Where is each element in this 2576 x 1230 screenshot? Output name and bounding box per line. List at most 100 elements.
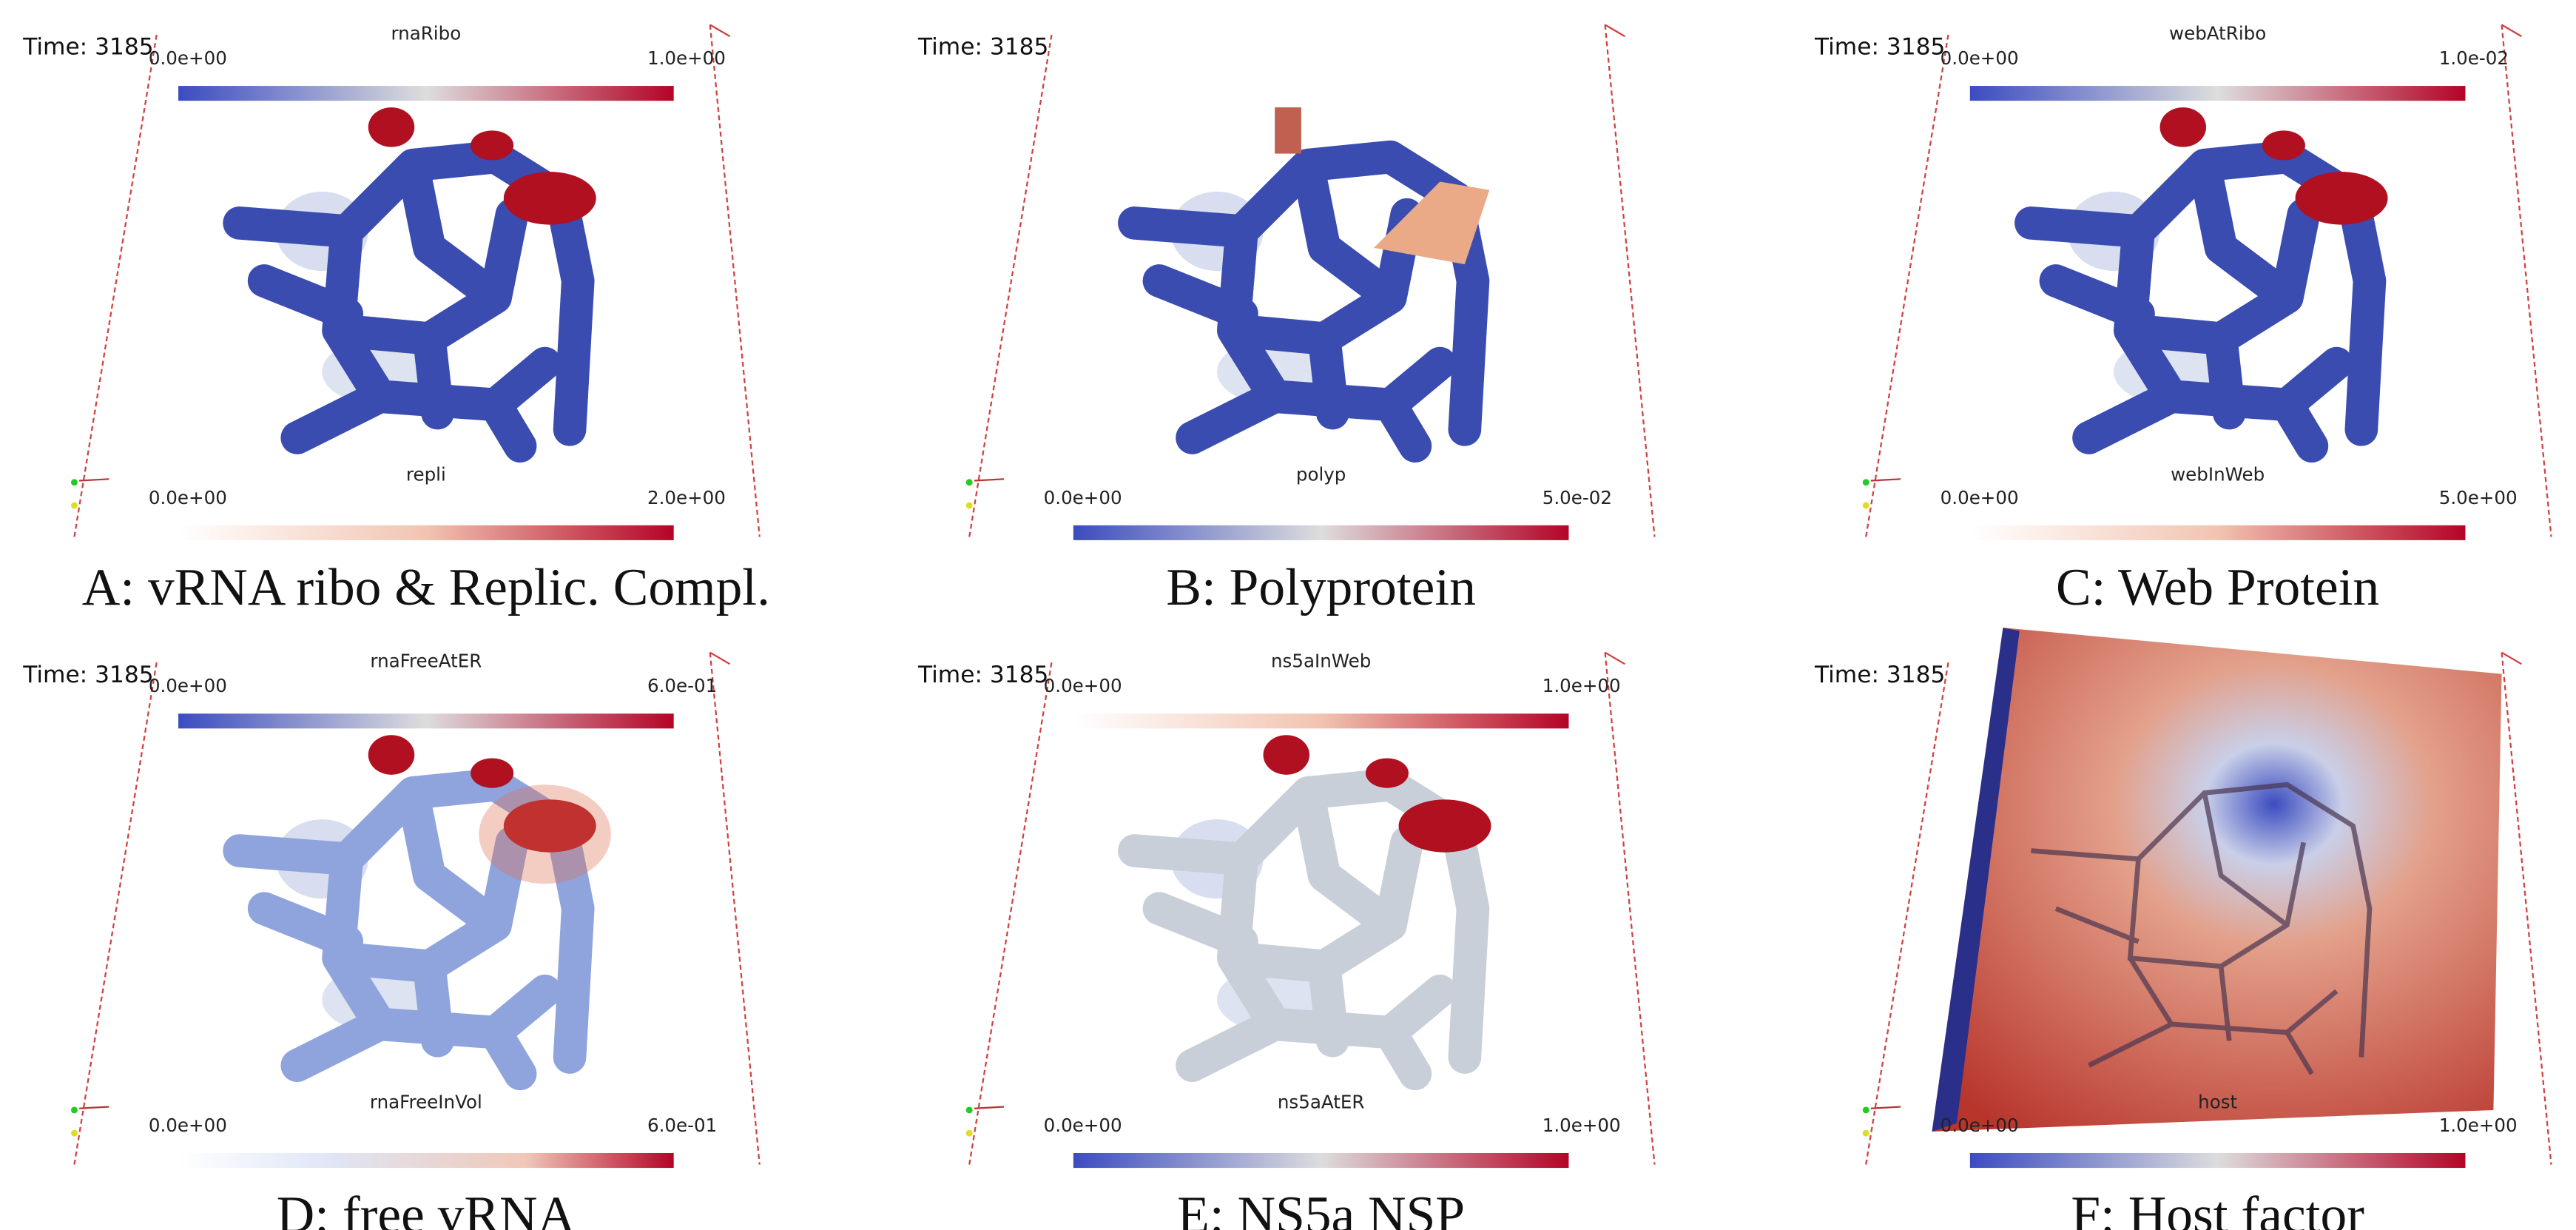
colorbar-max: 1.0e+00 [1542, 675, 1621, 696]
cluster [1365, 758, 1409, 788]
colorbar-max: 6.0e-01 [647, 1115, 717, 1136]
colorbar-title: ns5aAtER [1278, 1092, 1365, 1113]
colorbar-max: 5.0e+00 [2439, 487, 2518, 508]
colorbar-min: 0.0e+00 [1044, 675, 1122, 696]
bbox-edge [709, 24, 761, 537]
colorbar-min: 0.0e+00 [149, 487, 227, 508]
panel: Time: 3185 rnaRibo 0.0e+00 1.0e+00 repli 0.0e… [22, 23, 770, 616]
colorbar [1073, 525, 1569, 540]
panel: Time: 3185 rnaFreeAtER 0.0e+00 6.0e-01 rnaFr… [22, 651, 761, 1230]
colorbar-title: webInWeb [2171, 464, 2265, 485]
bbox-edge [1604, 24, 1625, 38]
cluster [1398, 799, 1491, 853]
cluster [471, 130, 514, 161]
time-label: Time: 3185 [22, 34, 153, 61]
panel-caption: F: Host factor [2071, 1186, 2364, 1230]
time-label: Time: 3185 [1814, 662, 1945, 688]
axes-glyph [1862, 1129, 1869, 1137]
cluster [2295, 172, 2388, 225]
bbox-edge [968, 660, 1053, 1165]
colorbar [1969, 525, 2466, 540]
colorbar-min: 0.0e+00 [149, 1115, 227, 1136]
bbox-edge [709, 24, 731, 38]
colorbar-min: 0.0e+00 [1941, 47, 2019, 69]
panel-caption: A: vRNA ribo & Replic. Compl. [82, 558, 770, 616]
axes-glyph [79, 1106, 109, 1109]
colorbar-title: ns5aInWeb [1271, 651, 1371, 672]
axes-glyph [70, 502, 78, 509]
colorbar-title: rnaFreeAtER [370, 651, 482, 672]
axes-glyph [1862, 1106, 1869, 1114]
axes-glyph [70, 1129, 78, 1137]
bbox-edge [73, 33, 158, 537]
axes-glyph [965, 479, 973, 486]
colorbar-title: rnaFreeInVol [370, 1092, 482, 1113]
time-label: Time: 3185 [22, 662, 153, 688]
time-label: Time: 3185 [917, 662, 1048, 688]
panel: Time: 3185 ns5aInWeb 0.0e+00 1.0e+00 ns5aAtE… [917, 651, 1656, 1230]
bbox-edge [2501, 651, 2522, 665]
bbox-edge [2501, 24, 2552, 537]
colorbar-max: 1.0e+00 [647, 47, 726, 69]
colorbar-max: 1.0e+00 [1542, 1115, 1621, 1136]
host-side [1932, 628, 2020, 1132]
colorbar-max: 1.0e-02 [2439, 47, 2509, 69]
colorbar [178, 525, 674, 540]
cluster [368, 107, 415, 147]
cluster [503, 799, 596, 853]
colorbar [1969, 1152, 2466, 1169]
polyp-patch [1374, 181, 1490, 265]
cluster [503, 172, 596, 225]
bbox-edge [2501, 652, 2552, 1165]
bbox-edge [709, 652, 761, 1165]
colorbar [1969, 86, 2466, 101]
membrane-network [1118, 140, 1490, 463]
bbox-edge [709, 651, 731, 665]
host-network [2031, 782, 2373, 1075]
colorbar-max: 1.0e+00 [2439, 1115, 2518, 1136]
colorbar-max: 2.0e+00 [647, 487, 726, 508]
panel-caption: B: Polyprotein [1166, 558, 1476, 616]
time-label: Time: 3185 [917, 34, 1048, 61]
bbox-edge [1604, 651, 1625, 665]
colorbar [1073, 1152, 1569, 1169]
colorbar-title: webAtRibo [2169, 23, 2266, 44]
colorbar-min: 0.0e+00 [1044, 487, 1122, 508]
colorbar-min: 0.0e+00 [1941, 1115, 2019, 1136]
time-label: Time: 3185 [1814, 34, 1945, 61]
panel: Time: 3185 webAtRibo 0.0e+00 1.0e-02 webInWe… [1814, 23, 2552, 616]
colorbar [178, 86, 674, 101]
colorbar-max: 5.0e-02 [1542, 487, 1612, 508]
axes-glyph [965, 502, 973, 509]
axes-glyph [965, 1106, 973, 1114]
panel: Time: 3185 polyp 0.0e+00 5.0e-02 B: Polyprot… [917, 24, 1656, 616]
cluster [1263, 735, 1310, 775]
axes-glyph [1870, 1106, 1901, 1109]
panel-caption: C: Web Protein [2056, 558, 2379, 616]
haze [479, 784, 611, 884]
axes-glyph [974, 478, 1005, 482]
colorbar-title: rnaRibo [391, 23, 461, 44]
colorbar-min: 0.0e+00 [149, 675, 227, 696]
colorbar-min: 0.0e+00 [1044, 1115, 1122, 1136]
axes-glyph [79, 478, 109, 482]
bbox-edge [73, 660, 158, 1165]
axes-glyph [965, 1129, 973, 1137]
bbox-edge [1604, 24, 1656, 537]
bbox-edge [1865, 660, 1949, 1165]
colorbar [178, 1152, 674, 1169]
cluster [471, 758, 514, 788]
colorbar-title: polyp [1296, 464, 1346, 485]
colorbar [178, 713, 674, 729]
panel-caption: E: NS5a NSP [1177, 1186, 1465, 1230]
bbox-edge [1604, 652, 1656, 1165]
polyp-patch [1275, 107, 1301, 154]
colorbar-min: 0.0e+00 [149, 47, 227, 69]
cluster [368, 735, 415, 775]
axes-glyph [70, 1106, 78, 1114]
colorbar-title: host [2198, 1092, 2237, 1113]
panel: Time: 3185 host 0.0e+00 1.0e+00 F: Host fact… [1814, 628, 2552, 1230]
colorbar-min: 0.0e+00 [1941, 487, 2019, 508]
bbox-edge [2501, 24, 2522, 38]
